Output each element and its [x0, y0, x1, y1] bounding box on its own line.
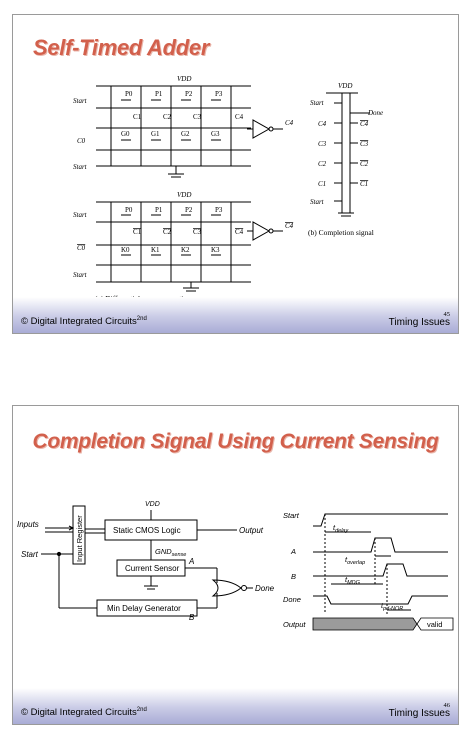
caption-b: (b) Completion signal — [308, 228, 374, 237]
inputs-label: Inputs — [17, 520, 39, 529]
valid-label: valid — [427, 620, 442, 629]
completion-input: C1 — [318, 180, 326, 188]
output-label: Output — [239, 526, 264, 535]
carry-bar-label: C1 — [133, 228, 142, 236]
c4-output-label: C4 — [285, 119, 294, 127]
g-label: G3 — [211, 130, 220, 138]
g-label: G0 — [121, 130, 130, 138]
differential-carry-figure: VDD VDD Start C0 Start Start C0 Start C4… — [73, 75, 294, 303]
input-register-label: Input Register — [75, 515, 84, 562]
timing-row-label: Done — [283, 595, 301, 604]
carry-label: C4 — [235, 113, 244, 121]
completion-bar: C2 — [360, 160, 369, 168]
footer-section-label: Timing Issues — [388, 708, 450, 719]
b-label: B — [189, 613, 195, 622]
slide-title: Self-Timed Adder — [33, 35, 210, 60]
slide-footer: © Digital Integrated Circuits2nd 46 Timi… — [13, 688, 458, 724]
footer-section-label: Timing Issues — [388, 317, 450, 328]
c0bar-label: C0 — [77, 244, 86, 252]
t-pdnor-label: tpd-NOR — [381, 601, 403, 612]
p-label: P2 — [185, 90, 193, 98]
page-number: 45 — [443, 311, 451, 318]
p-label: P0 — [125, 90, 133, 98]
g-label: G1 — [151, 130, 160, 138]
completion-bar: C1 — [360, 180, 368, 188]
carry-bar-label: C4 — [235, 228, 244, 236]
min-delay-label: Min Delay Generator — [107, 604, 181, 613]
t-mdg-label: tMDG — [345, 575, 361, 586]
carry-label: C1 — [133, 113, 142, 121]
start-label: Start — [310, 99, 325, 107]
timing-diagram: Start A B Done Output tdelay toverlap tM… — [283, 511, 454, 631]
k-label: K3 — [211, 246, 220, 254]
k-label: K0 — [121, 246, 130, 254]
completion-input: C2 — [318, 160, 327, 168]
p-label: P1 — [155, 90, 163, 98]
t-overlap-label: toverlap — [345, 555, 365, 566]
slide-self-timed-adder: Self-Timed Adder — [12, 14, 459, 334]
done-label: Done — [367, 109, 383, 117]
completion-signal-figure: VDD Start Done C4 C3 C2 C1 C4 C3 C2 C1 S… — [308, 82, 383, 237]
p-label: P0 — [125, 206, 133, 214]
slide-title: Completion Signal Using Current Sensing — [32, 430, 439, 453]
c4bar-output-label: C4 — [285, 222, 294, 230]
start-label: Start — [21, 550, 39, 559]
footer-copyright: © Digital Integrated Circuits2nd — [21, 315, 147, 327]
vdd-right-label: VDD — [338, 82, 352, 90]
start-label: Start — [73, 97, 88, 105]
g-label: G2 — [181, 130, 190, 138]
current-sensing-block-diagram: Inputs Start Input Register VDD Static C… — [17, 501, 275, 622]
p-label: P2 — [185, 206, 193, 214]
current-sensor-label: Current Sensor — [125, 564, 180, 573]
k-label: K1 — [151, 246, 160, 254]
start-label: Start — [310, 198, 325, 206]
vdd-mid-label: VDD — [177, 191, 191, 199]
timing-row-label: Start — [283, 511, 300, 520]
timing-row-label: A — [290, 547, 296, 556]
p-label: P1 — [155, 206, 163, 214]
completion-bar: C3 — [360, 140, 369, 148]
k-label: K2 — [181, 246, 190, 254]
gnd-sense-label: GNDsense — [155, 547, 186, 558]
carry-bar-label: C2 — [163, 228, 172, 236]
start-label: Start — [73, 211, 88, 219]
done-label: Done — [255, 584, 275, 593]
completion-input: C3 — [318, 140, 327, 148]
footer-copyright: © Digital Integrated Circuits2nd — [21, 706, 147, 718]
carry-bar-label: C3 — [193, 228, 202, 236]
start-label: Start — [73, 163, 88, 171]
carry-label: C2 — [163, 113, 172, 121]
footer-section: 46 Timing Issues — [389, 702, 450, 719]
vdd-label: VDD — [145, 501, 160, 508]
vdd-top-label: VDD — [177, 75, 191, 83]
p-label: P3 — [215, 90, 223, 98]
static-cmos-label: Static CMOS Logic — [113, 526, 181, 535]
a-label: A — [188, 557, 194, 566]
completion-bar: C4 — [360, 120, 369, 128]
carry-label: C3 — [193, 113, 202, 121]
slide-current-sensing: Completion Signal Using Current Sensing — [12, 405, 459, 725]
timing-row-label: B — [291, 572, 296, 581]
start-label: Start — [73, 271, 88, 279]
slide-footer: © Digital Integrated Circuits2nd 45 Timi… — [13, 297, 458, 333]
completion-input: C4 — [318, 120, 327, 128]
footer-section: 45 Timing Issues — [389, 311, 450, 328]
p-label: P3 — [215, 206, 223, 214]
c0-label: C0 — [77, 137, 86, 145]
t-delay-label: tdelay — [333, 523, 349, 534]
timing-row-label: Output — [283, 620, 306, 629]
page-number: 46 — [443, 702, 451, 709]
